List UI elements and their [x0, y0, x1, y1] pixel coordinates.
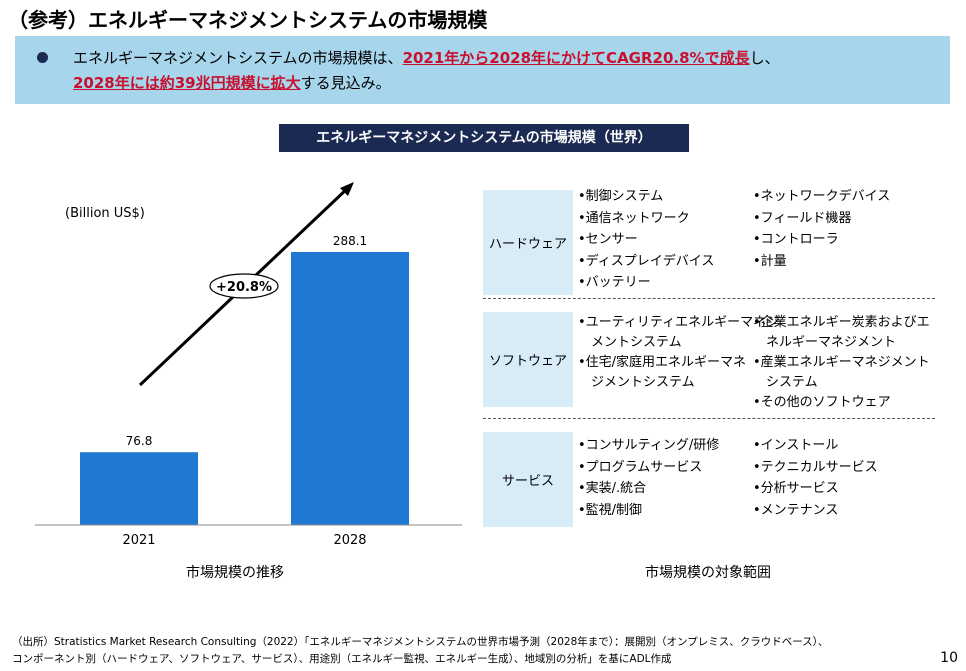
bar-2028 — [291, 252, 409, 525]
summary-text: エネルギーマネジメントシステムの市場規模は、 — [73, 49, 403, 67]
summary-highlight: 2021年から2028年にかけてCAGR20.8%で成長 — [402, 49, 750, 67]
growth-badge — [209, 273, 279, 299]
list-item: •コンサルティング/研修 — [578, 438, 720, 453]
category-software: ソフトウェア — [483, 312, 573, 407]
unit-label: (Billion US$) — [65, 206, 145, 221]
list-item: •インストール — [753, 438, 839, 453]
category-services: サービス — [483, 432, 573, 527]
services-list-2: •インストール •テクニカルサービス •分析サービス •メンテナンス — [753, 435, 878, 521]
list-item: •ディスプレイデバイス — [578, 253, 715, 269]
hardware-list-1: •制御システム •通信ネットワーク •センサー •ディスプレイデバイス •バッテ… — [578, 186, 714, 294]
list-item: システム — [753, 375, 818, 390]
value-label-2021: 76.8 — [126, 434, 153, 448]
services-list-1: •コンサルティング/研修 •プログラムサービス •実装/.統合 •監視/制御 — [578, 435, 719, 521]
page-title: （参考）エネルギーマネジメントシステムの市場規模 — [8, 8, 488, 32]
list-item: •メンテナンス — [753, 502, 839, 518]
summary-text: し、 — [749, 49, 780, 67]
list-item: メントシステム — [578, 335, 682, 350]
list-item: •実装/.統合 — [578, 481, 647, 496]
hardware-list-2: •ネットワークデバイス •フィールド機器 •コントローラ •計量 — [753, 186, 890, 272]
list-item: •ネットワークデバイス — [753, 189, 891, 204]
list-item: •制御システム — [578, 189, 664, 204]
page-number: 10 — [940, 650, 958, 666]
list-item: •フィールド機器 — [753, 210, 852, 226]
bullet-icon — [37, 52, 48, 63]
summary-highlight: 2028年には約39兆円規模に拡大 — [73, 74, 301, 92]
list-item: •計量 — [753, 253, 787, 269]
summary-line-2: 2028年には約39兆円規模に拡大する見込み。 — [73, 72, 391, 93]
divider — [483, 418, 935, 419]
list-item: •その他のソフトウェア — [753, 395, 891, 410]
list-item: •企業エネルギー炭素およびエ — [753, 315, 930, 330]
list-item: •産業エネルギーマネジメント — [753, 355, 930, 370]
category-hardware: ハードウェア — [483, 190, 573, 295]
source-line-1: （出所）Stratistics Market Research Consulti… — [12, 636, 829, 648]
list-item: ネルギーマネジメント — [753, 335, 897, 350]
summary-text: する見込み。 — [300, 74, 391, 92]
list-item: •住宅/家庭用エネルギーマネ — [578, 355, 747, 370]
list-item: ジメントシステム — [578, 375, 695, 390]
list-item: •監視/制御 — [578, 502, 643, 518]
right-caption: 市場規模の対象範囲 — [645, 565, 771, 581]
list-item: •分析サービス — [753, 481, 839, 496]
summary-line-1: エネルギーマネジメントシステムの市場規模は、2021年から2028年にかけてCA… — [73, 47, 780, 68]
software-list-2: •企業エネルギー炭素およびエ ネルギーマネジメント •産業エネルギーマネジメント… — [753, 313, 930, 413]
list-item: •センサー — [578, 232, 638, 247]
list-item: •テクニカルサービス — [753, 459, 878, 475]
value-label-2028: 288.1 — [333, 234, 367, 248]
source-line-2: コンポーネント別（ハードウェア、ソフトウェア、サービス）、用途別（エネルギー監視… — [12, 653, 672, 665]
arrowhead-icon — [340, 182, 354, 196]
source-note: （出所）Stratistics Market Research Consulti… — [12, 634, 828, 668]
category-label-2021: 2021 — [122, 533, 155, 548]
list-item: •ユーティリティエネルギーマネジ — [578, 315, 780, 330]
divider — [483, 298, 935, 299]
bar-2021 — [80, 452, 198, 525]
summary-box: エネルギーマネジメントシステムの市場規模は、2021年から2028年にかけてCA… — [15, 36, 950, 104]
list-item: •通信ネットワーク — [578, 210, 690, 226]
chart-title: エネルギーマネジメントシステムの市場規模（世界） — [279, 124, 689, 152]
left-caption: 市場規模の推移 — [186, 565, 284, 581]
growth-label: +20.8% — [216, 280, 272, 295]
list-item: •プログラムサービス — [578, 459, 703, 475]
category-label-2028: 2028 — [333, 533, 366, 548]
list-item: •バッテリー — [578, 275, 651, 290]
list-item: •コントローラ — [753, 232, 839, 247]
software-list-1: •ユーティリティエネルギーマネジ メントシステム •住宅/家庭用エネルギーマネ … — [578, 313, 779, 393]
bar-chart: (Billion US$) +20.8% 76.8 2021 288.1 2028 — [35, 182, 462, 548]
